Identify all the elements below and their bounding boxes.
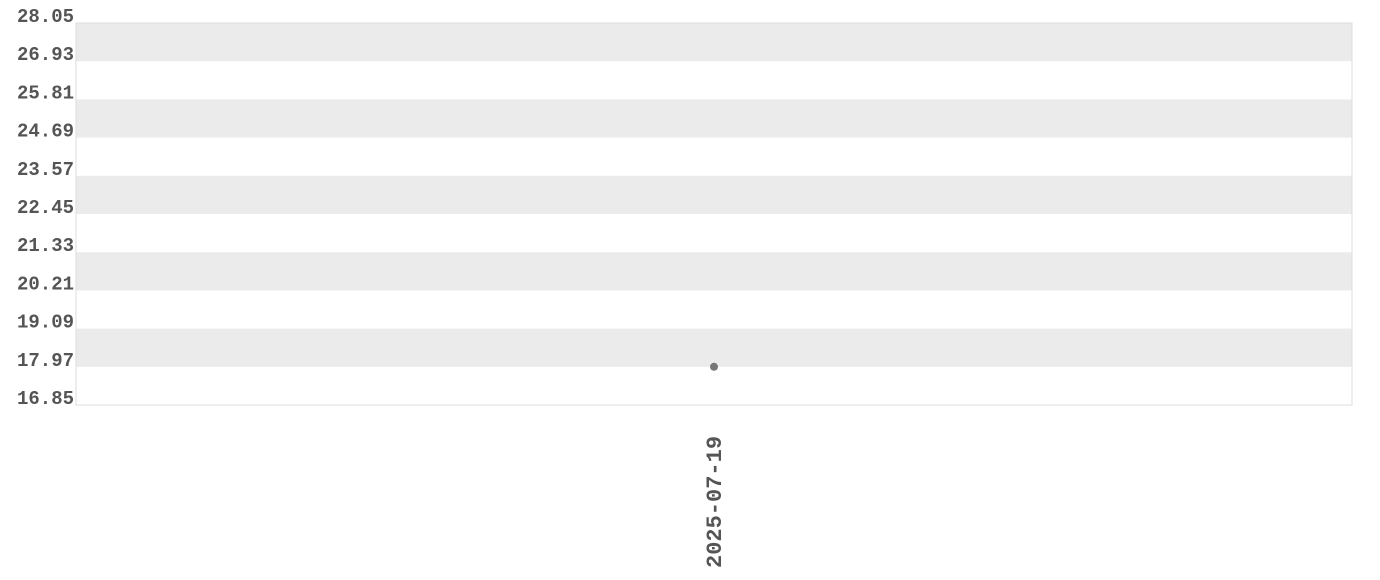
grid-band (76, 328, 1352, 367)
y-tick-label: 22.45 (17, 197, 74, 219)
y-tick-label: 25.81 (17, 82, 74, 104)
grid-band (76, 99, 1352, 138)
grid-band (76, 252, 1352, 291)
grid-band (76, 175, 1352, 214)
data-point[interactable] (710, 362, 718, 371)
grid-band (76, 23, 1352, 62)
y-tick-label: 24.69 (17, 121, 74, 143)
plot-area-border (75, 22, 1353, 406)
y-tick-label: 20.21 (17, 273, 74, 295)
y-tick-label: 17.97 (17, 350, 74, 372)
y-tick-label: 16.85 (17, 388, 74, 410)
y-tick-label: 23.57 (17, 159, 74, 181)
y-tick-label: 26.93 (17, 44, 74, 66)
y-tick-label: 21.33 (17, 235, 74, 257)
x-tick-label: 2025-07-19 (703, 436, 728, 568)
y-tick-label: 28.05 (17, 6, 74, 28)
y-tick-label: 19.09 (17, 312, 74, 334)
